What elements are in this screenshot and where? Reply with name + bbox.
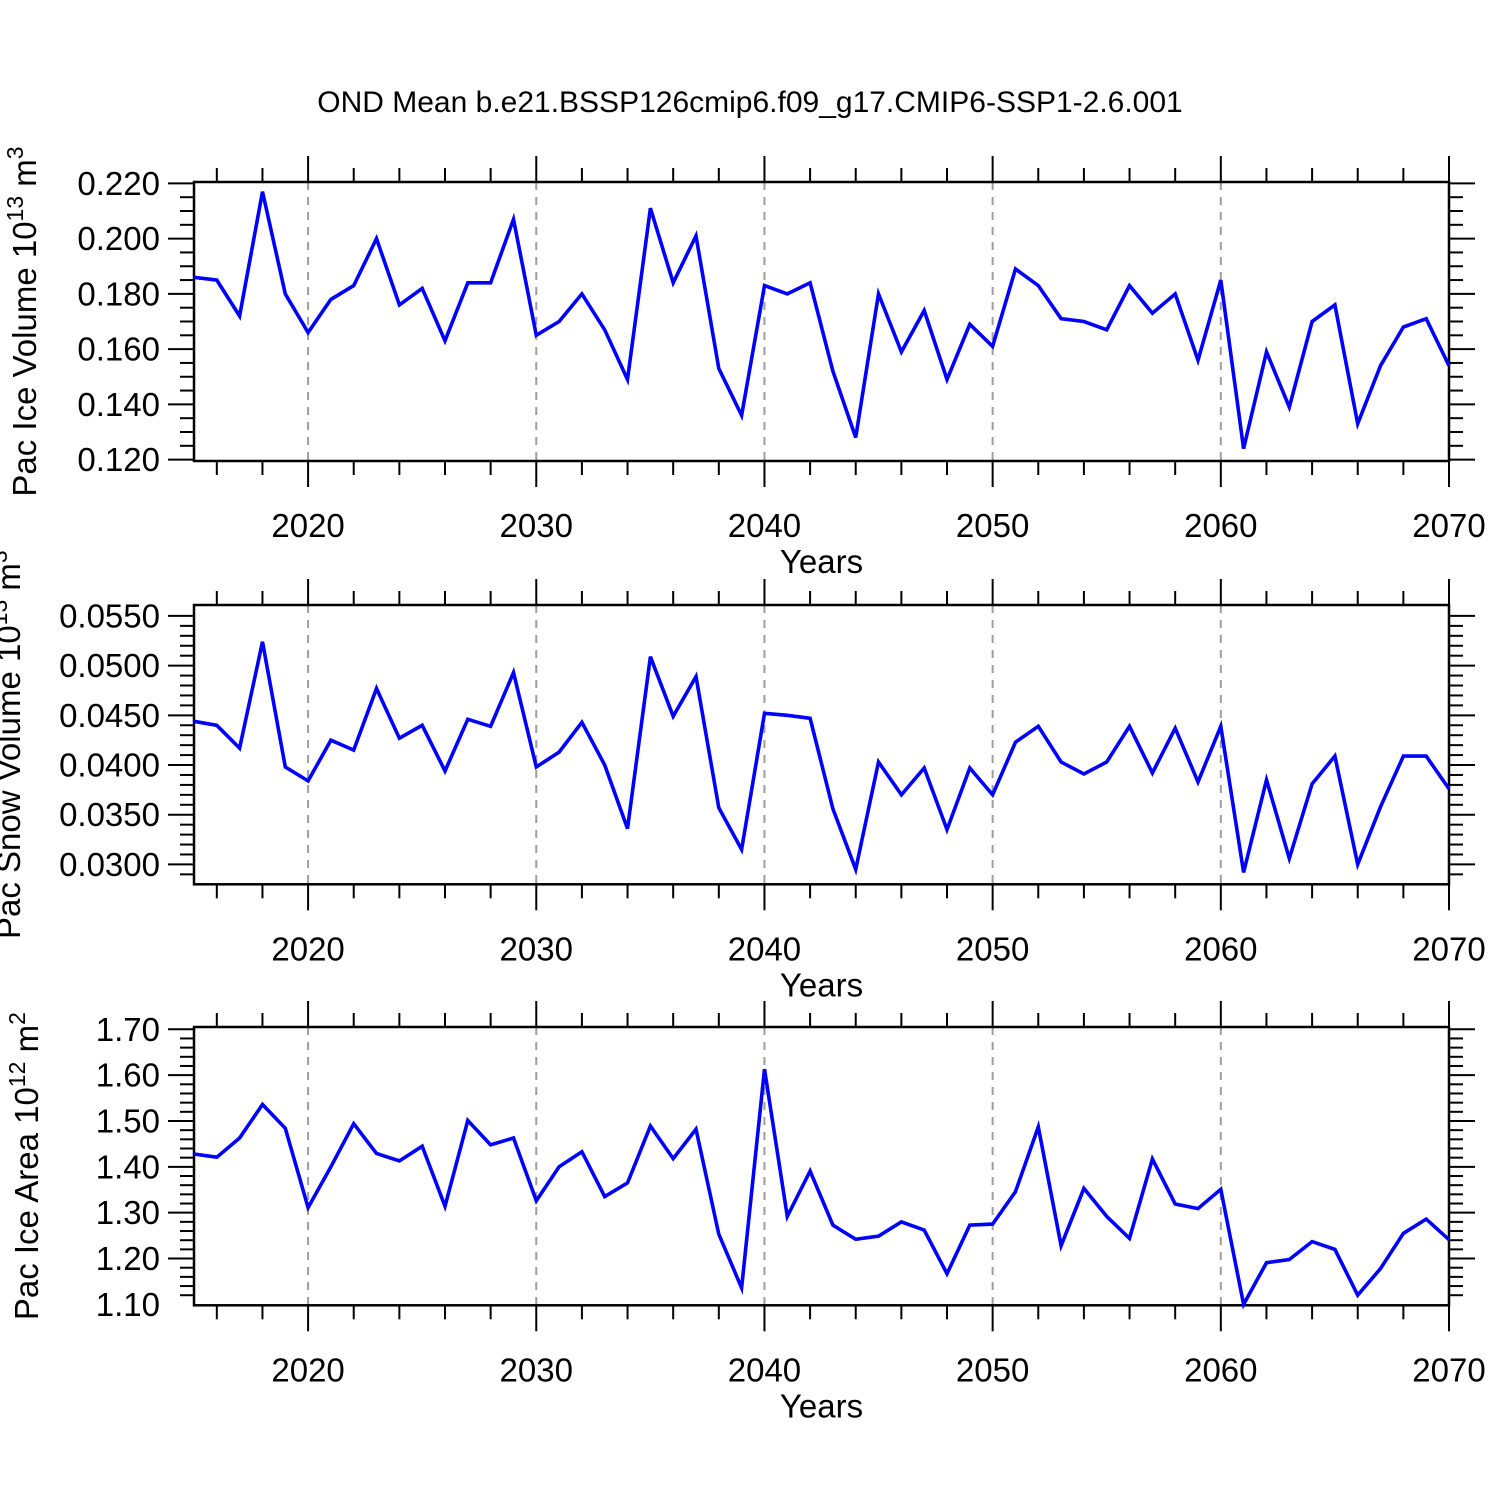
y-axis-title: Pac Ice Area 1012 m2	[4, 1012, 45, 1320]
figure-title: OND Mean b.e21.BSSP126cmip6.f09_g17.CMIP…	[317, 86, 1183, 119]
y-tick-label: 1.20	[96, 1240, 160, 1277]
panel-pac-snow-volume: 0.0300 0.0350 0.0400 0.0450 0.0500 0.0550 2020…	[0, 550, 1486, 1003]
y-tick-label: 0.0350	[59, 796, 160, 833]
x-tick-label: 2030	[500, 507, 573, 544]
y-tick-label: 0.160	[77, 331, 160, 368]
x-axis-title: Years	[780, 1387, 863, 1424]
y-tick-label: 0.0550	[59, 597, 160, 634]
y-tick-label: 0.140	[77, 386, 160, 423]
y-tick-label: 0.180	[77, 275, 160, 312]
x-tick-label: 2040	[728, 930, 801, 967]
y-tick-label: 0.0300	[59, 846, 160, 883]
x-tick-label: 2040	[728, 1351, 801, 1388]
x-tick-label: 2030	[500, 930, 573, 967]
y-tick-label: 0.120	[77, 441, 160, 478]
x-tick-label: 2030	[500, 1351, 573, 1388]
axis-frame	[192, 603, 1451, 886]
data-line-pac-ice-volume	[193, 191, 1451, 450]
y-tick-label: 1.10	[96, 1286, 160, 1323]
x-tick-label: 2050	[956, 930, 1029, 967]
x-axis-title: Years	[780, 543, 863, 580]
x-tick-label: 2060	[1184, 507, 1257, 544]
panel-pac-ice-area: 1.10 1.20 1.30 1.40 1.50 1.60 1.70 2020 2030 2040…	[4, 1001, 1486, 1424]
data-line-pac-snow-volume	[193, 641, 1451, 876]
y-tick-label: 1.40	[96, 1148, 160, 1185]
x-axis-title: Years	[780, 966, 863, 1003]
x-tick-label: 2050	[956, 1351, 1029, 1388]
y-tick-label: 1.60	[96, 1057, 160, 1094]
y-tick-label: 1.70	[96, 1011, 160, 1048]
x-tick-label: 2040	[728, 507, 801, 544]
y-tick-label: 0.0450	[59, 697, 160, 734]
y-tick-label: 0.0500	[59, 647, 160, 684]
x-tick-label: 2020	[271, 1351, 344, 1388]
x-tick-label: 2050	[956, 507, 1029, 544]
x-tick-label: 2060	[1184, 930, 1257, 967]
panel-pac-ice-volume: 0.120 0.140 0.160 0.180 0.200 0.220 2020 2030 20…	[2, 146, 1486, 580]
y-tick-label: 0.0400	[59, 747, 160, 784]
x-tick-label: 2070	[1412, 1351, 1485, 1388]
x-tick-label: 2020	[271, 507, 344, 544]
x-tick-label: 2070	[1412, 507, 1485, 544]
axis-frame	[192, 1025, 1451, 1307]
y-tick-label: 0.220	[77, 165, 160, 202]
x-tick-label: 2020	[271, 930, 344, 967]
x-tick-label: 2070	[1412, 930, 1485, 967]
y-tick-label: 0.200	[77, 220, 160, 257]
data-line-pac-ice-area	[193, 1068, 1451, 1310]
y-axis-title: Pac Ice Volume 1013 m3	[2, 146, 43, 496]
y-axis-title: Pac Snow Volume 1013 m3	[0, 550, 27, 939]
y-tick-label: 1.50	[96, 1102, 160, 1139]
y-tick-label: 1.30	[96, 1194, 160, 1231]
panels-group: 0.120 0.140 0.160 0.180 0.200 0.220 2020 2030 20…	[0, 146, 1486, 1424]
x-tick-label: 2060	[1184, 1351, 1257, 1388]
